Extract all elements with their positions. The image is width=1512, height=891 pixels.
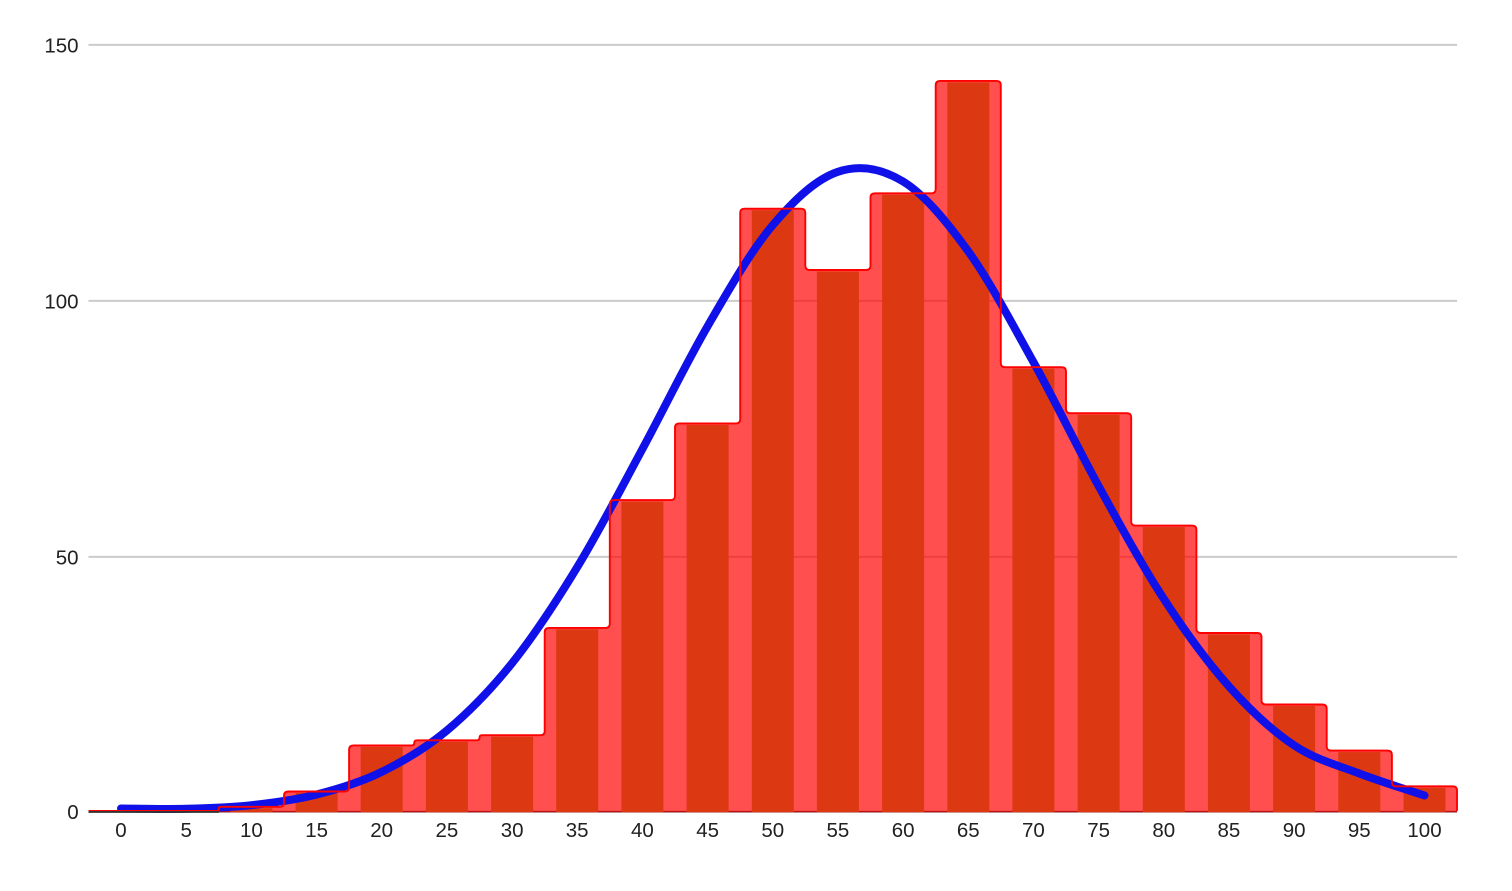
svg-text:90: 90: [1283, 819, 1306, 842]
svg-text:95: 95: [1348, 819, 1371, 842]
svg-text:100: 100: [44, 290, 78, 313]
svg-text:10: 10: [240, 819, 263, 842]
svg-text:30: 30: [501, 819, 524, 842]
svg-text:80: 80: [1152, 819, 1175, 842]
svg-text:15: 15: [305, 819, 328, 842]
svg-text:55: 55: [826, 819, 849, 842]
svg-text:45: 45: [696, 819, 719, 842]
svg-text:150: 150: [44, 34, 78, 57]
svg-text:75: 75: [1087, 819, 1110, 842]
svg-text:65: 65: [957, 819, 980, 842]
svg-text:40: 40: [631, 819, 654, 842]
svg-text:0: 0: [115, 819, 126, 842]
svg-text:70: 70: [1022, 819, 1045, 842]
svg-text:20: 20: [370, 819, 393, 842]
svg-text:60: 60: [892, 819, 915, 842]
svg-text:50: 50: [761, 819, 784, 842]
svg-text:50: 50: [56, 546, 79, 569]
svg-text:25: 25: [435, 819, 458, 842]
svg-text:35: 35: [566, 819, 589, 842]
svg-text:85: 85: [1217, 819, 1240, 842]
svg-text:0: 0: [67, 801, 78, 824]
svg-text:5: 5: [180, 819, 191, 842]
svg-text:100: 100: [1407, 819, 1441, 842]
